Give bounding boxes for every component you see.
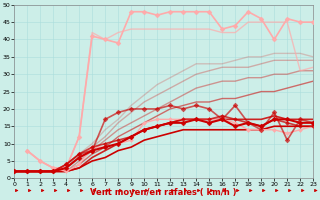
X-axis label: Vent moyen/en rafales ( km/h ): Vent moyen/en rafales ( km/h ) [91, 188, 237, 197]
